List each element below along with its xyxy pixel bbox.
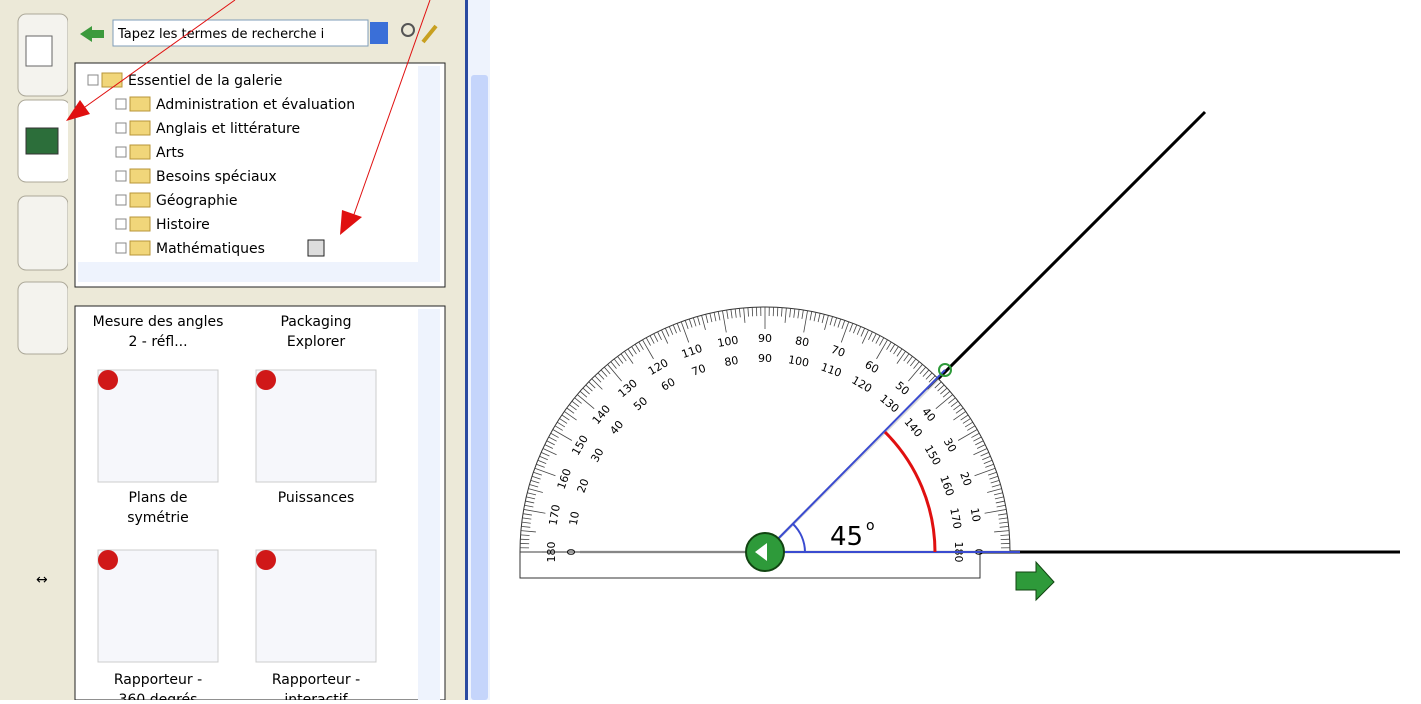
outer-scale-label: 180 — [545, 542, 558, 563]
tree-item[interactable]: Mathématiques — [156, 241, 265, 257]
folder-icon — [130, 217, 150, 231]
folder-icon — [130, 241, 150, 255]
tree-item[interactable]: Arts — [156, 145, 184, 161]
tree-vscroll[interactable] — [418, 66, 440, 262]
gallery-item-title[interactable]: Rapporteur -interactif — [272, 672, 360, 700]
tree-hscroll[interactable] — [78, 262, 440, 282]
tab-properties[interactable] — [18, 282, 68, 354]
gallery-item-title[interactable]: Rapporteur -360 degrés — [114, 672, 202, 700]
folder-icon — [130, 97, 150, 111]
degree-sign: o — [866, 518, 875, 534]
thumbnail[interactable] — [256, 550, 376, 662]
flash-badge — [98, 370, 118, 390]
expander[interactable] — [88, 75, 98, 85]
flash-badge — [98, 550, 118, 570]
tree-item[interactable]: Besoins spéciaux — [156, 169, 277, 185]
thumbnail[interactable] — [98, 370, 218, 482]
item-menu[interactable] — [308, 240, 324, 256]
folder-icon — [102, 73, 122, 87]
expander[interactable] — [116, 195, 126, 205]
canvas-scroll-thumb[interactable] — [471, 75, 488, 700]
outer-scale-label: 10 — [968, 507, 983, 523]
tab-attachments[interactable] — [18, 196, 68, 270]
gallery-vscroll[interactable] — [418, 309, 440, 700]
inner-scale-label: 10 — [567, 510, 582, 526]
outer-scale-label: 90 — [758, 332, 772, 345]
folder-icon — [130, 169, 150, 183]
tree-item[interactable]: Administration et évaluation — [156, 97, 355, 113]
inner-scale-label: 0 — [565, 549, 578, 556]
folder-icon — [130, 121, 150, 135]
expander[interactable] — [116, 171, 126, 181]
tree-item[interactable]: Histoire — [156, 217, 210, 233]
tree-item[interactable]: Géographie — [156, 193, 238, 209]
outer-scale-label: 80 — [794, 334, 810, 349]
thumbnail[interactable] — [98, 550, 218, 662]
folder-icon — [130, 145, 150, 159]
splitter[interactable] — [465, 0, 468, 700]
gallery-icon — [26, 128, 58, 154]
flash-badge — [256, 370, 276, 390]
search-placeholder: Tapez les termes de recherche i — [117, 27, 324, 42]
inner-scale-label: 90 — [758, 352, 772, 365]
resize-handle[interactable] — [1016, 562, 1054, 600]
page-icon — [26, 36, 52, 66]
gallery-item-title[interactable]: Puissances — [278, 490, 355, 506]
resize-icon[interactable]: ↔ — [36, 572, 48, 588]
angle-label: 45 — [830, 522, 863, 552]
folder-icon — [130, 193, 150, 207]
expander[interactable] — [116, 243, 126, 253]
flash-badge — [256, 550, 276, 570]
thumbnail[interactable] — [256, 370, 376, 482]
expander[interactable] — [116, 99, 126, 109]
screen: ↔ Tapez les termes de recherche i Essent… — [0, 0, 1421, 700]
search-dropdown[interactable] — [370, 22, 388, 44]
expander[interactable] — [116, 219, 126, 229]
inner-scale-label: 80 — [723, 354, 739, 369]
expander[interactable] — [116, 147, 126, 157]
page: ↔ Tapez les termes de recherche i Essent… — [0, 0, 1421, 700]
expander[interactable] — [116, 123, 126, 133]
tree-item[interactable]: Anglais et littérature — [156, 121, 300, 137]
tree-item[interactable]: Essentiel de la galerie — [128, 73, 282, 89]
